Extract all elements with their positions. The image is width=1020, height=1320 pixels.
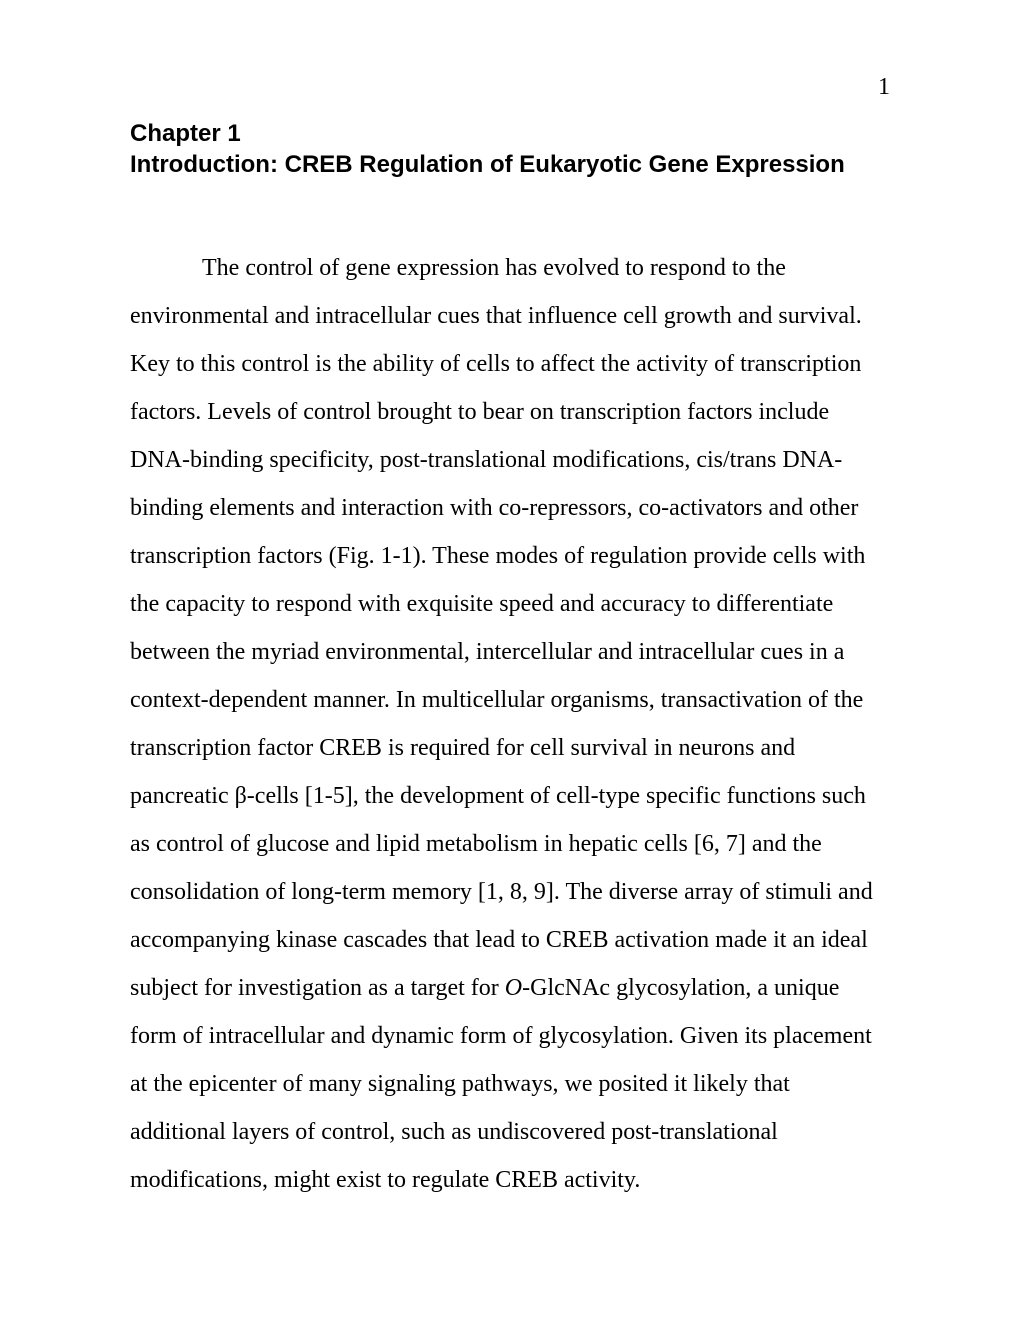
body-paragraph: The control of gene expression has evolv…	[130, 244, 890, 1204]
document-page: 1 Chapter 1 Introduction: CREB Regulatio…	[0, 0, 1020, 1264]
body-text-part2: -GlcNAc glycosylation, a unique form of …	[130, 975, 872, 1193]
page-number: 1	[878, 74, 890, 101]
chapter-heading: Chapter 1 Introduction: CREB Regulation …	[130, 118, 890, 180]
chapter-number-line: Chapter 1	[130, 118, 890, 149]
body-text-italic: O	[505, 975, 522, 1001]
body-text-part1: The control of gene expression has evolv…	[130, 255, 873, 1001]
chapter-title-line: Introduction: CREB Regulation of Eukaryo…	[130, 149, 890, 180]
